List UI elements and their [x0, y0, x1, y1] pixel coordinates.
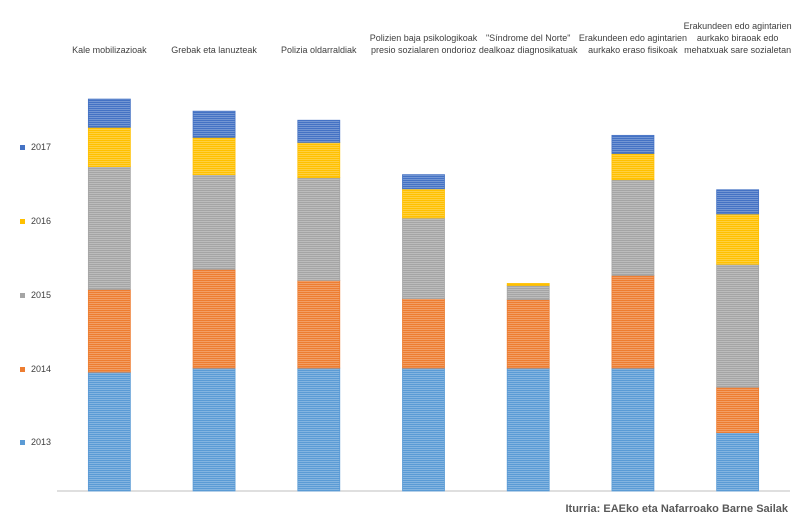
bar-segment-2013-cat-1: [87, 371, 131, 492]
bar-segment-2014-cat-2: [192, 268, 236, 369]
legend-label: 2016: [31, 216, 52, 226]
category-label: "Síndrome del Norte" dealkoaz diagnosika…: [478, 33, 578, 55]
category-label: Erakundeen edo agintarien aurkako biraoa…: [683, 21, 792, 55]
legend-label: 2015: [31, 290, 52, 300]
bar-segment-2016-cat-6: [611, 153, 655, 181]
bar-segment-2014-cat-6: [611, 274, 655, 369]
bar-segment-2015-cat-3: [297, 177, 341, 281]
category-label: Polizien baja psikologikoak presio sozia…: [369, 33, 478, 55]
legend-item-2014: 2014: [20, 364, 51, 374]
bar-segment-2014-cat-1: [87, 289, 131, 373]
legend-swatch: [20, 440, 25, 446]
legend-item-2016: 2016: [20, 216, 51, 226]
category-label: Erakundeen edo agintarien aurkako eraso …: [578, 33, 687, 55]
bar-segment-2016-cat-4: [402, 188, 445, 219]
bar-segment-2014-cat-4: [402, 298, 445, 369]
bar-segment-2013-cat-3: [297, 367, 341, 492]
category-label: Kale mobilizazioak: [72, 45, 147, 55]
bar-segment-2013-cat-7: [716, 432, 760, 492]
bar-segment-2016-cat-2: [192, 136, 236, 176]
bar-segment-2015-cat-5: [506, 285, 550, 300]
bar-segment-2017-cat-1: [87, 98, 131, 128]
legend-swatch: [20, 219, 25, 225]
legend-item-2017: 2017: [20, 142, 51, 152]
legend-swatch: [20, 367, 25, 373]
bar-segment-2014-cat-3: [297, 280, 341, 369]
legend-swatch: [20, 145, 25, 151]
legend-item-2013: 2013: [20, 437, 51, 447]
legend-label: 2017: [31, 142, 52, 152]
bar-segment-2013-cat-6: [611, 367, 655, 492]
bar-segment-2017-cat-2: [192, 110, 236, 138]
legend-label: 2014: [31, 364, 52, 374]
bar-segment-2015-cat-6: [611, 179, 655, 276]
bar-segment-2015-cat-7: [716, 263, 760, 388]
bar-segment-2017-cat-3: [297, 119, 341, 143]
legend-label: 2013: [31, 437, 52, 447]
bar-segment-2013-cat-2: [192, 367, 236, 492]
bar-segment-2016-cat-3: [297, 142, 341, 179]
bar-segment-2015-cat-4: [402, 217, 445, 299]
bar-segment-2016-cat-7: [716, 213, 760, 265]
bar-segment-2014-cat-5: [506, 299, 550, 369]
legend-item-2015: 2015: [20, 290, 51, 300]
bar-segment-2017-cat-7: [716, 189, 760, 215]
category-label: Polizia oldarraldiak: [281, 45, 357, 55]
legend-swatch: [20, 293, 25, 299]
bar-segment-2013-cat-5: [506, 367, 550, 492]
bar-segment-2015-cat-2: [192, 174, 236, 270]
category-label: Grebak eta lanuzteak: [171, 45, 257, 55]
bar-segment-2017-cat-6: [611, 134, 655, 154]
source-note: Iturria: EAEko eta Nafarroako Barne Sail…: [565, 503, 788, 515]
bar-segment-2016-cat-1: [87, 126, 131, 167]
bar-segment-2017-cat-4: [402, 174, 445, 190]
bar-segment-2013-cat-4: [402, 367, 445, 492]
bar-segment-2014-cat-7: [716, 386, 760, 433]
bar-segment-2015-cat-1: [87, 166, 131, 290]
bar-segment-2016-cat-5: [506, 283, 550, 286]
